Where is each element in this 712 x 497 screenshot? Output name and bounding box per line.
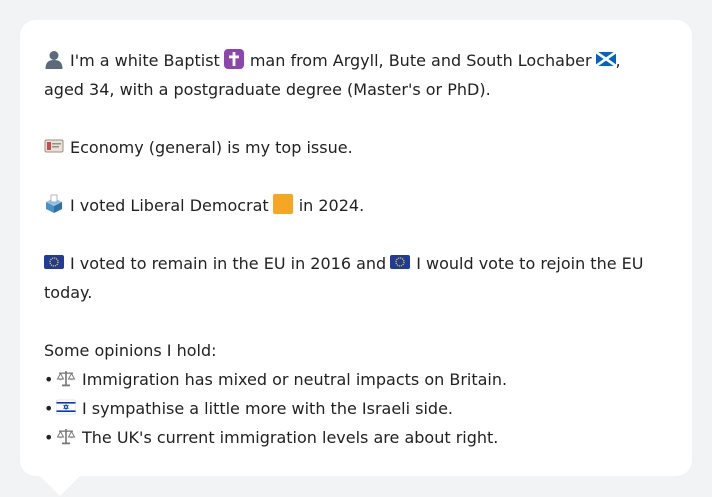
- identity-text-b: man from Argyll, Bute and South Lochaber: [249, 51, 592, 70]
- bubble-tail: [40, 476, 80, 496]
- identity-line-1: I'm a white Baptist man from Argyll, But…: [44, 46, 668, 75]
- eu-vote-line: I voted to remain in the EU in 2016 and …: [44, 249, 668, 278]
- orange-square-icon: [272, 194, 293, 214]
- eu-text-a: I voted to remain in the EU in 2016 and: [70, 254, 387, 273]
- top-issue-text: Economy (general) is my top issue.: [70, 138, 353, 157]
- identity-text-a: I'm a white Baptist: [70, 51, 220, 70]
- spacer: [44, 307, 668, 336]
- ballot-box-icon: [44, 194, 64, 214]
- message-bubble: I'm a white Baptist man from Argyll, But…: [20, 20, 692, 476]
- banknote-icon: [44, 136, 64, 156]
- israel-flag-icon: [56, 397, 76, 417]
- eu-text-b: I would vote to rejoin the EU: [416, 254, 644, 273]
- balance-scale-icon: [56, 426, 76, 446]
- opinion-item: • Immigration has mixed or neutral impac…: [44, 365, 668, 394]
- spacer: [44, 220, 668, 249]
- top-issue-line: Economy (general) is my top issue.: [44, 133, 668, 162]
- opinion-item: • The UK's current immigration levels ar…: [44, 423, 668, 452]
- vote-text-b: in 2024.: [298, 196, 365, 215]
- spacer: [44, 104, 668, 133]
- vote-2024-line: I voted Liberal Democrat in 2024.: [44, 191, 668, 220]
- bullet: •: [44, 428, 54, 447]
- eu-vote-line-2: today.: [44, 283, 93, 302]
- balance-scale-icon: [56, 368, 76, 388]
- vote-text-a: I voted Liberal Democrat: [70, 196, 269, 215]
- opinions-heading: Some opinions I hold:: [44, 341, 217, 360]
- opinion-item: • I sympathise a little more with the Is…: [44, 394, 668, 423]
- person-silhouette-icon: [44, 49, 64, 69]
- eu-flag-icon: [44, 252, 64, 272]
- identity-text-c: ,: [615, 51, 621, 70]
- scotland-flag-icon: [595, 49, 616, 69]
- identity-line-2: aged 34, with a postgraduate degree (Mas…: [44, 80, 491, 99]
- bullet: •: [44, 370, 54, 389]
- opinion-text: The UK's current immigration levels are …: [82, 428, 499, 447]
- spacer: [44, 162, 668, 191]
- latin-cross-icon: [223, 49, 244, 69]
- eu-flag-icon: [390, 252, 411, 272]
- opinion-text: I sympathise a little more with the Isra…: [82, 399, 454, 418]
- opinion-text: Immigration has mixed or neutral impacts…: [82, 370, 508, 389]
- bullet: •: [44, 399, 54, 418]
